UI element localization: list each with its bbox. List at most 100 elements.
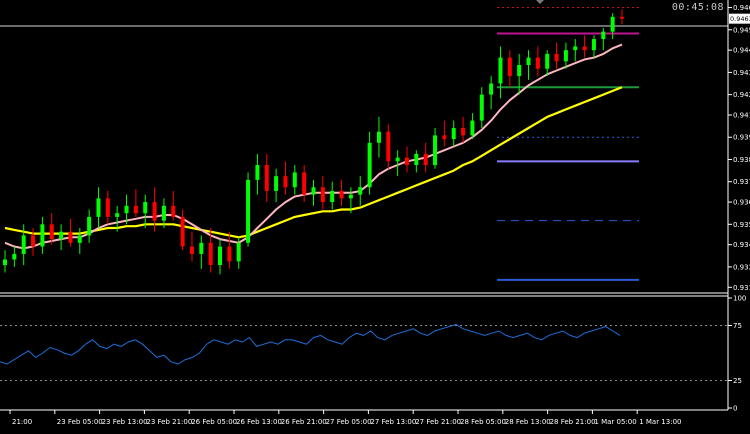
ma-slow-line <box>4 86 623 239</box>
price-tick-label: 0.9375 <box>733 178 750 186</box>
time-tick-label: 28 Feb 13:00 <box>505 418 551 426</box>
candle <box>274 168 279 203</box>
time-tick-label: 27 Feb 21:00 <box>415 418 461 426</box>
candle <box>601 27 606 51</box>
candle <box>433 127 438 169</box>
candle <box>171 190 176 221</box>
candle <box>498 46 503 99</box>
rsi-tick-label: 75 <box>733 322 742 330</box>
candlestick-series <box>3 9 624 275</box>
time-tick-label: 28 Feb 21:00 <box>550 418 596 426</box>
rsi-indicator: 100 75 25 0 <box>0 295 746 413</box>
candle <box>87 209 92 243</box>
candle <box>105 190 110 225</box>
candle <box>96 187 101 229</box>
bar-countdown-timer: 00:45:08 <box>671 2 724 13</box>
candle <box>563 42 568 69</box>
candle <box>311 179 316 206</box>
candle <box>582 35 587 58</box>
candle <box>545 50 550 77</box>
candle <box>208 228 213 273</box>
candle <box>404 146 409 173</box>
candle <box>21 224 26 266</box>
candle <box>414 150 419 173</box>
candle <box>517 53 522 95</box>
candle <box>68 218 73 247</box>
candle <box>591 35 596 58</box>
candle <box>161 198 166 229</box>
candle <box>526 50 531 80</box>
candle <box>620 9 624 25</box>
current-price-label: 0.9463 <box>730 15 750 23</box>
candle <box>59 224 64 251</box>
rsi-tick-label: 100 <box>733 295 746 303</box>
rsi-line <box>0 323 621 365</box>
candle <box>320 176 325 210</box>
candle <box>227 231 232 269</box>
time-tick-label: 23 Feb 05:00 <box>57 418 103 426</box>
time-tick-label: 21:00 <box>12 418 32 426</box>
price-tick-label: 0.9411 <box>733 112 750 120</box>
price-tick-label: 0.9387 <box>733 156 750 164</box>
current-price-tag <box>729 13 750 24</box>
candle <box>610 13 615 40</box>
candle <box>395 150 400 177</box>
candle <box>573 39 578 62</box>
price-tick-label: 0.9434 <box>733 69 750 77</box>
candle <box>292 165 297 195</box>
candle <box>31 228 36 256</box>
candle <box>339 179 344 206</box>
rsi-tick-label: 25 <box>733 377 742 385</box>
candle <box>461 116 466 143</box>
price-tick-label: 0.9364 <box>733 199 750 207</box>
candle <box>386 124 391 169</box>
candle <box>451 120 456 147</box>
candle <box>49 213 54 245</box>
candle <box>124 194 129 225</box>
candle <box>77 228 82 254</box>
price-tick-label: 0.9446 <box>733 47 750 55</box>
candle <box>423 142 428 173</box>
candle <box>264 153 269 203</box>
price-tick-label: 0.9341 <box>733 241 750 249</box>
time-tick-label: 26 Feb 13:00 <box>236 418 282 426</box>
candle <box>143 194 148 229</box>
time-tick-label: 27 Feb 05:00 <box>326 418 372 426</box>
price-axis: 0.9469 0.9457 0.9446 0.9434 0.9422 0.9411 0.93… <box>728 4 750 292</box>
candle <box>40 216 45 254</box>
time-tick-label: 23 Feb 21:00 <box>146 418 192 426</box>
rsi-tick-label: 0 <box>733 405 737 413</box>
price-tick-label: 0.9399 <box>733 134 750 142</box>
candle <box>330 181 335 210</box>
candle <box>348 187 353 214</box>
candle <box>236 237 241 269</box>
candle <box>133 189 138 217</box>
candle <box>189 231 194 262</box>
candle <box>3 250 7 273</box>
time-tick-label: 26 Feb 21:00 <box>281 418 327 426</box>
candle <box>302 165 307 203</box>
candle <box>199 235 204 269</box>
price-tick-label: 0.9457 <box>733 26 750 34</box>
candle <box>489 76 494 110</box>
time-tick-label: 23 Feb 13:00 <box>102 418 148 426</box>
candle <box>507 50 512 88</box>
time-tick-label: 1 Mar 13:00 <box>639 418 681 426</box>
candle <box>535 46 540 77</box>
candle <box>376 116 381 158</box>
time-tick-label: 28 Feb 05:00 <box>460 418 506 426</box>
price-tick-label: 0.9422 <box>733 91 750 99</box>
price-tick-label: 0.9469 <box>733 4 750 12</box>
time-tick-label: 1 Mar 05:00 <box>594 418 636 426</box>
candle <box>479 87 484 128</box>
candle <box>180 209 185 251</box>
scroll-marker-icon[interactable] <box>536 0 544 4</box>
candle <box>358 176 363 206</box>
price-tick-label: 0.9318 <box>733 284 750 292</box>
horizontal-levels <box>497 7 639 281</box>
candle <box>470 113 475 140</box>
time-tick-label: 26 Feb 05:00 <box>191 418 237 426</box>
